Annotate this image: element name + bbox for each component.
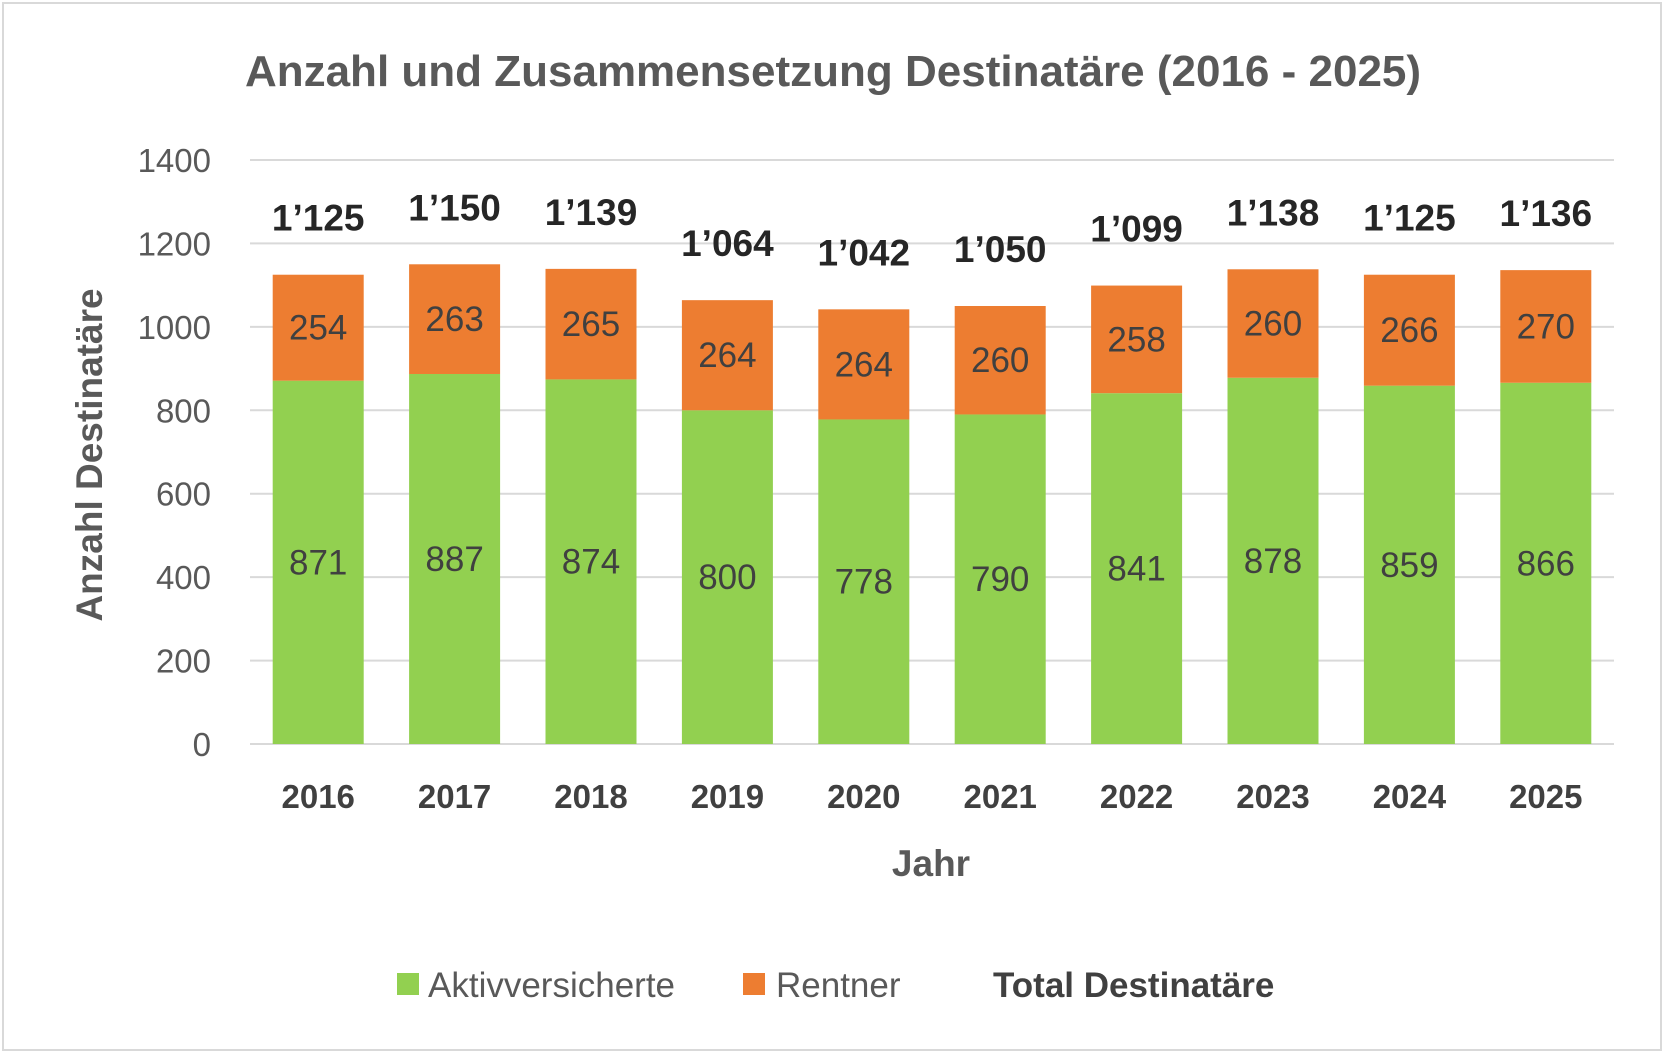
x-tick-label: 2018 [554, 778, 627, 815]
data-label-aktivversicherte: 878 [1244, 542, 1302, 581]
data-label-rentner: 260 [1244, 305, 1302, 344]
bar-rentner [818, 309, 910, 420]
y-tick-label: 200 [156, 643, 211, 680]
x-tick-label: 2024 [1373, 778, 1447, 815]
data-label-aktivversicherte: 778 [835, 563, 893, 602]
bar-aktivversicherte [272, 380, 364, 744]
bar-rentner [272, 274, 364, 381]
bar-rentner [1091, 285, 1183, 394]
x-tick-label: 2025 [1509, 778, 1582, 815]
data-label-total: 1’064 [681, 223, 774, 264]
x-tick-label: 2021 [963, 778, 1036, 815]
bar-rentner [1500, 270, 1592, 383]
data-label-rentner: 266 [1380, 311, 1438, 350]
bar-aktivversicherte [1363, 385, 1455, 744]
y-tick-label: 0 [193, 726, 211, 763]
bar-aktivversicherte [681, 410, 773, 744]
y-tick-label: 800 [156, 392, 211, 429]
x-tick-label: 2016 [281, 778, 354, 815]
data-label-aktivversicherte: 871 [289, 543, 347, 582]
data-label-aktivversicherte: 800 [698, 558, 756, 597]
x-tick-label: 2019 [691, 778, 764, 815]
data-label-aktivversicherte: 866 [1517, 544, 1575, 583]
data-label-total: 1’125 [272, 198, 365, 239]
data-label-rentner: 258 [1107, 320, 1165, 359]
y-axis-ticks: 0 200 400 600 800 1000 1200 1400 [138, 142, 211, 763]
data-label-total: 1’050 [954, 229, 1047, 270]
data-label-rentner: 265 [562, 305, 620, 344]
legend: Aktivversicherte Rentner Total Destinatä… [397, 966, 1274, 1005]
data-label-rentner: 264 [835, 345, 893, 384]
bar-rentner [545, 268, 637, 380]
data-label-rentner: 263 [425, 300, 483, 339]
bar-aktivversicherte [1091, 393, 1183, 744]
bar-rentner [409, 264, 501, 374]
y-tick-label: 1200 [138, 225, 211, 262]
bar-rentner [1227, 269, 1319, 378]
data-label-aktivversicherte: 859 [1380, 546, 1438, 585]
bar-rentner [954, 306, 1046, 415]
bars [272, 264, 1592, 744]
data-label-rentner: 264 [698, 336, 756, 375]
data-label-total: 1’099 [1090, 209, 1183, 250]
y-tick-label: 1000 [138, 309, 211, 346]
data-label-aktivversicherte: 874 [562, 543, 620, 582]
bar-aktivversicherte [1500, 382, 1592, 744]
y-tick-label: 600 [156, 476, 211, 513]
legend-label-rentner: Rentner [776, 966, 901, 1005]
data-label-rentner: 260 [971, 341, 1029, 380]
legend-swatch-aktivversicherte [397, 973, 419, 995]
x-tick-label: 2023 [1236, 778, 1309, 815]
x-tick-label: 2017 [418, 778, 491, 815]
bar-aktivversicherte [545, 379, 637, 744]
data-label-total: 1’150 [408, 187, 501, 228]
data-label-rentner: 254 [289, 309, 347, 348]
x-tick-label: 2022 [1100, 778, 1173, 815]
bar-rentner [681, 300, 773, 411]
bar-aktivversicherte [954, 414, 1046, 744]
y-tick-label: 1400 [138, 142, 211, 179]
bar-aktivversicherte [818, 419, 910, 744]
legend-label-total: Total Destinatäre [993, 966, 1274, 1005]
x-axis-ticks: 2016 2017 2018 2019 2020 2021 2022 2023 2024 2025 [281, 778, 1582, 815]
y-axis-label: Anzahl Destinatäre [69, 288, 110, 621]
data-label-aktivversicherte: 887 [425, 540, 483, 579]
data-label-total: 1’139 [545, 192, 638, 233]
chart-title: Anzahl und Zusammensetzung Destinatäre (… [245, 47, 1421, 96]
bar-aktivversicherte [1227, 377, 1319, 744]
data-label-total: 1’042 [818, 232, 911, 273]
data-labels: 871 254 1’125 887 263 1’150 874 265 1’139 800 264 1… [272, 187, 1592, 601]
x-tick-label: 2020 [827, 778, 900, 815]
data-label-total: 1’125 [1363, 198, 1456, 239]
y-tick-label: 400 [156, 559, 211, 596]
data-label-aktivversicherte: 841 [1107, 550, 1165, 589]
x-axis-label: Jahr [892, 843, 970, 884]
bar-aktivversicherte [409, 373, 501, 744]
bar-rentner [1363, 274, 1455, 386]
legend-label-aktivversicherte: Aktivversicherte [428, 966, 675, 1005]
data-label-total: 1’138 [1227, 192, 1320, 233]
data-label-total: 1’136 [1500, 193, 1593, 234]
data-label-aktivversicherte: 790 [971, 560, 1029, 599]
data-label-rentner: 270 [1517, 307, 1575, 346]
legend-swatch-rentner [743, 973, 765, 995]
